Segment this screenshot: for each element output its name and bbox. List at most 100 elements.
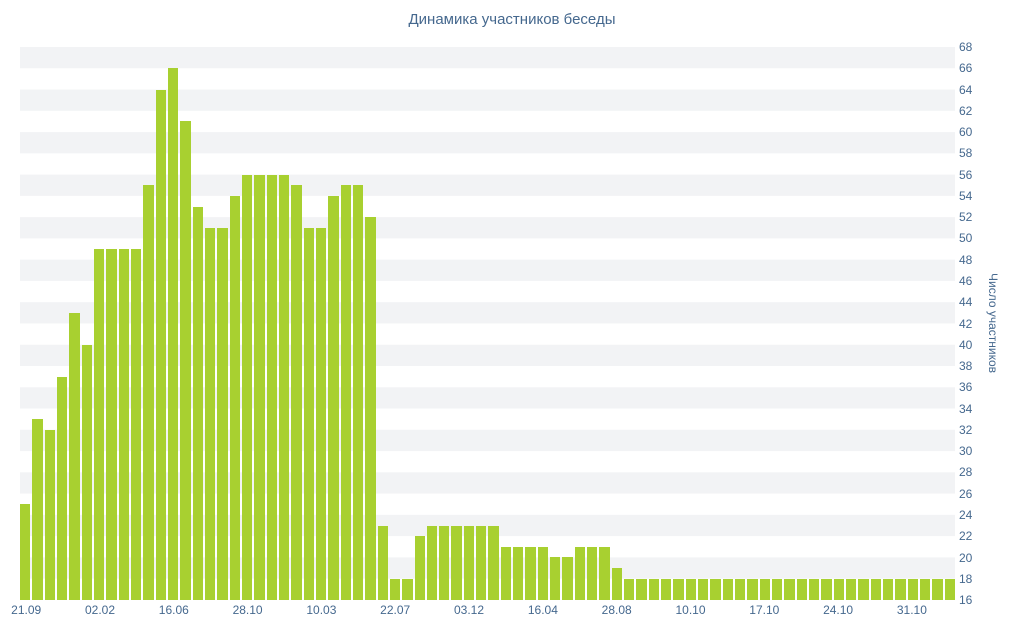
x-tick-label: 28.08: [601, 603, 632, 617]
bar: [685, 578, 697, 600]
y-tick-label: 22: [959, 529, 973, 544]
bar: [266, 174, 277, 600]
x-tick-label: 16.04: [527, 603, 558, 617]
x-tick-label: 17.10: [749, 603, 780, 617]
bar: [278, 174, 290, 600]
bar: [217, 227, 228, 600]
y-tick-label: 18: [959, 571, 973, 586]
y-tick-label: 30: [959, 444, 973, 459]
bar: [500, 546, 512, 600]
bar: [944, 578, 955, 600]
y-tick-label: 58: [959, 146, 973, 161]
bar: [81, 344, 92, 600]
chart-title: Динамика участников беседы: [408, 11, 616, 28]
y-tick-label: 66: [959, 61, 973, 76]
bar: [513, 546, 524, 600]
bar: [69, 312, 80, 600]
bar: [772, 578, 783, 600]
bar: [895, 578, 906, 600]
bar: [463, 525, 475, 600]
y-tick-label: 32: [959, 422, 973, 437]
bar: [636, 578, 647, 600]
bar: [784, 578, 795, 600]
x-tick-label: 10.03: [306, 603, 337, 617]
bar: [525, 546, 536, 600]
bar: [550, 557, 561, 600]
bar: [710, 578, 721, 600]
y-tick-label: 26: [959, 486, 973, 501]
bar: [254, 174, 265, 600]
bar: [809, 578, 820, 600]
bar: [291, 185, 302, 600]
x-tick-label: 31.10: [896, 603, 927, 617]
y-tick-label: 54: [959, 188, 973, 203]
y-tick-label: 38: [959, 359, 973, 373]
bar: [882, 578, 894, 600]
bar: [377, 525, 388, 600]
bar: [537, 546, 549, 600]
bar: [624, 578, 635, 600]
bar: [858, 578, 869, 600]
bar: [587, 546, 598, 600]
y-axis-tick-labels: 68 66 64 62 60 58 56 54 52 50 48 46 44 42 40 38 36 34 32 30…: [959, 40, 987, 607]
y-tick-label: 68: [959, 40, 973, 54]
bar: [611, 568, 623, 600]
bar: [574, 546, 586, 600]
bar: [229, 195, 240, 600]
bar: [661, 578, 672, 600]
bar: [562, 557, 573, 600]
bar: [340, 185, 351, 600]
bar: [673, 578, 684, 600]
x-axis-tick-labels: 21.09 02.02 16.06 28.10 10.03 22.07 03.12 16.04…: [0, 603, 1024, 619]
bar: [44, 429, 55, 600]
x-tick-label: 03.12: [453, 603, 485, 617]
y-tick-label: 48: [959, 252, 973, 267]
x-tick-label: 10.10: [675, 603, 706, 617]
bar: [241, 174, 253, 600]
bar: [56, 376, 68, 600]
bar: [870, 578, 881, 600]
bars-container: [20, 47, 955, 600]
bar: [93, 249, 105, 600]
y-tick-label: 56: [959, 167, 973, 182]
bar: [845, 578, 857, 600]
bar: [833, 578, 844, 600]
x-tick-label: 16.06: [158, 603, 189, 617]
bar: [167, 68, 179, 600]
y-tick-label: 64: [959, 82, 973, 97]
bar: [907, 578, 918, 600]
bar: [402, 578, 413, 600]
bar: [735, 578, 746, 600]
y-tick-label: 36: [959, 380, 973, 395]
y-tick-label: 60: [959, 125, 973, 140]
bar: [648, 578, 660, 600]
bar: [389, 578, 401, 600]
y-tick-label: 44: [959, 295, 973, 310]
bar: [451, 525, 462, 600]
bar: [698, 578, 709, 600]
bar: [118, 249, 129, 600]
bar: [821, 578, 832, 600]
bar: [155, 89, 166, 600]
y-tick-label: 24: [959, 507, 973, 522]
bar: [747, 578, 758, 600]
bar: [143, 185, 154, 600]
y-tick-label: 34: [959, 401, 973, 416]
bar: [439, 525, 450, 600]
y-tick-label: 62: [959, 103, 973, 118]
bar: [315, 227, 327, 600]
x-tick-label: 02.02: [84, 603, 116, 617]
bar: [328, 195, 339, 600]
bar: [759, 578, 771, 600]
y-tick-label: 42: [959, 316, 973, 331]
bar: [106, 249, 117, 600]
bar: [303, 227, 314, 600]
y-tick-label: 20: [959, 550, 973, 565]
bar: [796, 578, 807, 600]
bar: [204, 227, 216, 600]
bar: [180, 121, 191, 600]
bar: [932, 578, 943, 600]
bar: [365, 217, 376, 600]
bar: [32, 419, 43, 600]
